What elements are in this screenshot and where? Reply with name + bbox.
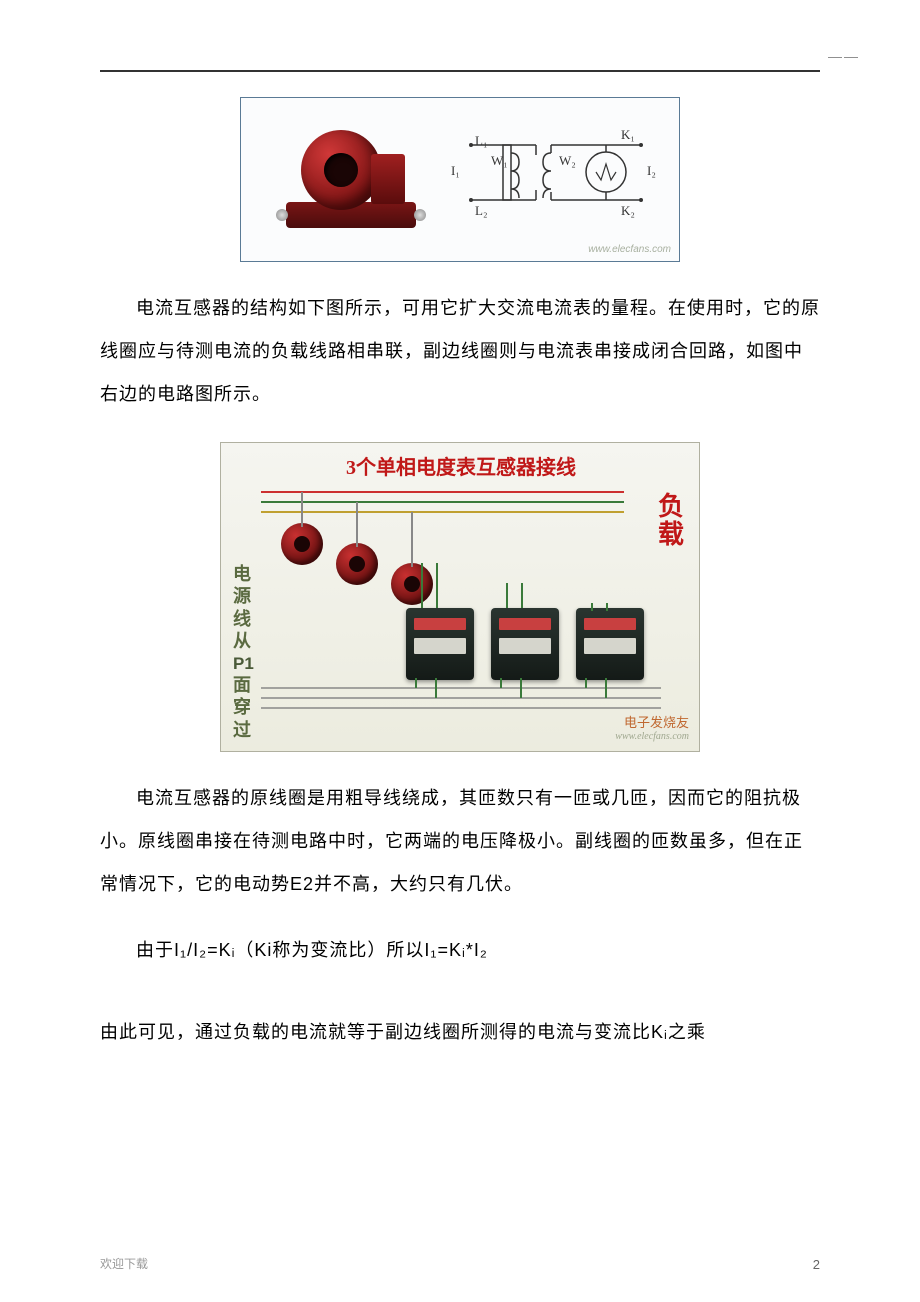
watermark-url: www.elecfans.com [615,731,689,742]
paragraph-2: 电流互感器的原线圈是用粗导线绕成，其匝数只有一匝或几匝，因而它的阻抗极小。原线圈… [100,777,820,907]
right-label-1: 负载 [658,493,684,550]
label-l1: L₁ [475,133,487,149]
busbar-red [261,491,624,493]
top-horizontal-rule [100,70,820,72]
ct-photo [261,120,441,240]
page-number: 2 [813,1257,820,1272]
paragraph-3: 由此可见，通过负载的电流就等于副边线圈所测得的电流与变流比Kᵢ之乘 [100,1011,820,1054]
label-i1: I₁ [451,163,460,179]
wire-7 [521,583,523,608]
ct-terminal-block [371,154,405,204]
label-l2: L₂ [475,203,487,219]
formula-line: 由于I₁/I₂=Kᵢ（Ki称为变流比）所以I₁=Kᵢ*I₂ [100,931,820,971]
left-char-1: 源 [233,585,255,608]
wire-1 [301,492,303,527]
ct-ring [301,130,381,210]
document-page: —— [0,0,920,1302]
wire-9 [606,603,608,611]
ct-small-2 [336,543,378,585]
left-char-6: 穿 [233,696,255,719]
footer-left: 欢迎下载 [100,1255,148,1272]
label-i2: I₂ [647,163,656,179]
paragraph-1: 电流互感器的结构如下图所示，可用它扩大交流电流表的量程。在使用时，它的原线圈应与… [100,287,820,417]
busbar-green [261,501,624,503]
watermark-cn: 电子发烧友 [624,715,689,730]
busbar-yellow [261,511,624,513]
ct-screw-left [276,209,288,221]
wire-2 [356,502,358,547]
top-mark: —— [828,48,860,64]
left-char-0: 电 [233,563,255,586]
meter-2 [491,608,559,680]
label-w2: W₂ [559,153,576,169]
bottom-wiring [261,678,661,733]
figure2-watermark: 电子发烧友 www.elecfans.com [615,715,689,743]
schematic-svg [441,105,671,255]
wire-4 [421,563,423,608]
figure2-title: 3个单相电度表互感器接线 [346,451,576,480]
ct-small-1 [281,523,323,565]
figure-1: L₁ L₂ I₁ I₂ W₁ W₂ K₁ K₂ www.elecfans.com [240,97,680,262]
meter-3 [576,608,644,680]
meter-1 [406,608,474,680]
left-char-3: 从 [233,630,255,653]
wire-5 [436,563,438,608]
wire-6 [506,583,508,608]
label-k2: K₂ [621,203,635,219]
ct-screw-right [414,209,426,221]
label-k1: K₁ [621,127,635,143]
figure-1-container: L₁ L₂ I₁ I₂ W₁ W₂ K₁ K₂ www.elecfans.com [100,97,820,262]
left-char-4: P1 [233,653,255,674]
ct-schematic: L₁ L₂ I₁ I₂ W₁ W₂ K₁ K₂ [441,105,679,255]
left-char-2: 线 [233,608,255,631]
ct-small-3 [391,563,433,605]
figure-2: 3个单相电度表互感器接线 负载 电 源 线 从 P1 面 穿 过 [220,442,700,752]
figure1-watermark: www.elecfans.com [588,244,671,255]
label-w1: W₁ [491,153,508,169]
wire-3 [411,512,413,567]
figure2-right-label: 负载 [658,493,684,550]
left-char-7: 过 [233,719,255,742]
left-char-5: 面 [233,674,255,697]
wire-8 [591,603,593,611]
figure2-left-label: 电 源 线 从 P1 面 穿 过 [233,563,255,742]
figure-2-container: 3个单相电度表互感器接线 负载 电 源 线 从 P1 面 穿 过 [100,442,820,752]
